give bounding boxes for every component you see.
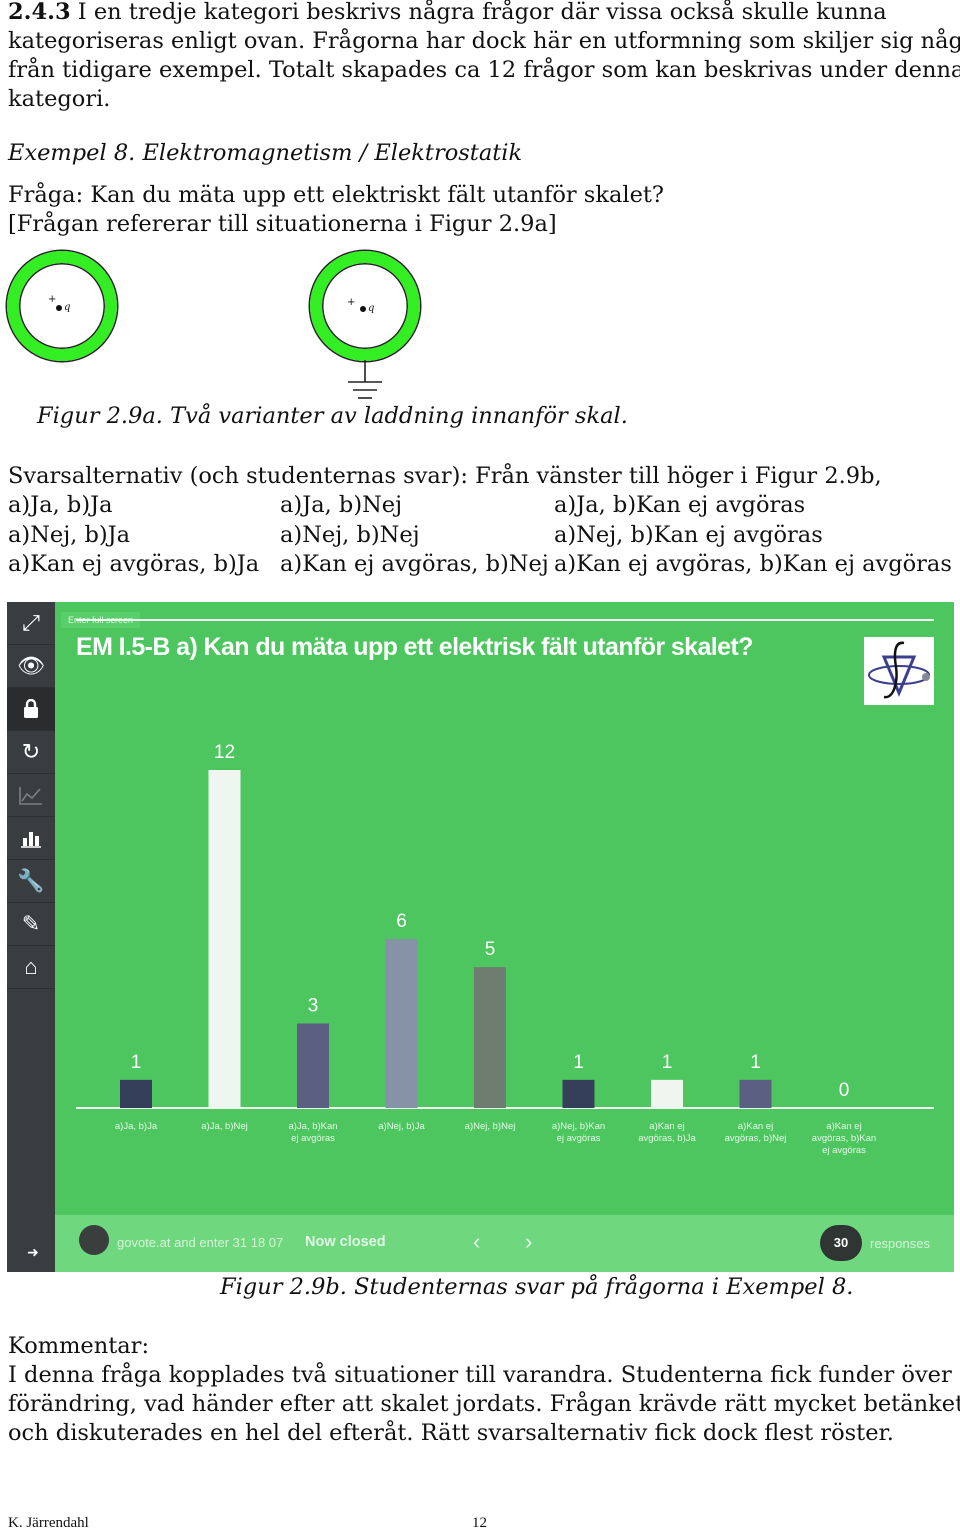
category-label: a)Ja, b)Kan <box>288 1121 337 1132</box>
answer-option: a)Ja, b)Kan ej avgöras <box>554 492 806 518</box>
category-label: a)Nej, b)Kan <box>552 1121 605 1132</box>
lock-icon[interactable] <box>7 688 55 731</box>
refresh-icon[interactable]: ↻ <box>7 731 55 774</box>
category-label: avgöras, b)Kan <box>812 1133 876 1144</box>
bar-value-label: 1 <box>573 1052 584 1073</box>
charge-dot-left <box>56 305 62 311</box>
intro-line-4: kategori. <box>8 86 111 112</box>
comment-heading: Kommentar: <box>8 1333 150 1359</box>
poll-screenshot: ⤢ 👁 ↻ 🔧 ✎ ⌂ ➜ Enter full screen EM I.5-B… <box>7 602 954 1272</box>
figure-a-caption: Figur 2.9a. Två varianter av laddning in… <box>37 403 628 429</box>
figure-b-caption: Figur 2.9b. Studenternas svar på frågorn… <box>220 1274 854 1300</box>
bar-value-label: 3 <box>308 996 319 1017</box>
bar-5 <box>562 1079 595 1108</box>
prev-chevron-icon[interactable]: ‹ <box>473 1229 481 1254</box>
poll-status: Now closed <box>305 1234 386 1250</box>
responses-count: 30 <box>820 1225 862 1261</box>
bar-6 <box>651 1079 683 1108</box>
poll-footer: govote.at and enter 31 18 07 Now closed … <box>55 1215 954 1272</box>
category-label: a)Nej, b)Ja <box>378 1121 425 1132</box>
category-label: avgöras, b)Ja <box>638 1133 696 1144</box>
charge-dot-right <box>360 306 366 312</box>
page-number: 12 <box>472 1515 487 1531</box>
bar-1 <box>208 770 241 1108</box>
category-label: ej avgöras <box>557 1133 601 1144</box>
answer-option: a)Kan ej avgöras, b)Ja <box>8 551 260 577</box>
bar-value-label: 0 <box>839 1080 850 1101</box>
poll-title: EM I.5-B a) Kan du mäta upp ett elektris… <box>76 633 753 661</box>
comment-line-3: och diskuterades en hel del efteråt. Rät… <box>8 1420 894 1446</box>
poll-sidebar: ⤢ 👁 ↻ 🔧 ✎ ⌂ <box>7 602 55 1272</box>
bar-value-label: 1 <box>131 1052 142 1073</box>
shell-left <box>7 251 117 361</box>
wrench-icon[interactable]: 🔧 <box>7 860 55 903</box>
ground-icon <box>348 360 382 399</box>
category-label: avgöras, b)Nej <box>725 1133 787 1144</box>
arrow-right-icon[interactable]: ➜ <box>27 1244 39 1260</box>
category-label: a)Kan ej <box>649 1121 684 1132</box>
category-label: a)Nej, b)Nej <box>465 1121 516 1132</box>
answer-option: a)Kan ej avgöras, b)Nej <box>280 551 549 577</box>
home-icon[interactable]: ⌂ <box>7 946 55 989</box>
category-label: ej avgöras <box>822 1145 866 1156</box>
category-label: a)Kan ej <box>826 1121 861 1132</box>
comment-line-2: förändring, vad händer efter att skalet … <box>8 1391 960 1417</box>
vote-code: govote.at and enter 31 18 07 <box>117 1235 284 1250</box>
answer-option: a)Kan ej avgöras, b)Kan ej avgöras <box>554 551 952 577</box>
answer-option: a)Nej, b)Nej <box>280 522 420 548</box>
bar-4 <box>474 967 506 1108</box>
answer-option: a)Nej, b)Kan ej avgöras <box>554 522 823 548</box>
progress-line <box>76 619 934 621</box>
responses-label: responses <box>870 1236 930 1251</box>
category-label: a)Ja, b)Ja <box>115 1121 158 1132</box>
question-line-1: Fråga: Kan du mäta upp ett elektriskt fä… <box>8 182 664 208</box>
charge-sign-left: + <box>48 294 57 305</box>
answers-intro: Svarsalternativ (och studenternas svar):… <box>8 463 882 489</box>
bar-0 <box>120 1079 152 1108</box>
next-chevron-icon[interactable]: › <box>525 1229 533 1254</box>
bar-chart-icon[interactable] <box>7 817 55 860</box>
bar-2 <box>297 1023 329 1108</box>
category-label: a)Kan ej <box>738 1121 773 1132</box>
answer-option: a)Ja, b)Nej <box>280 492 403 518</box>
eye-icon[interactable]: 👁 <box>7 645 55 688</box>
intro-line-3: från tidigare exempel. Totalt skapades c… <box>8 57 960 83</box>
intro-line-1-text: I en tredje kategori beskrivs några fråg… <box>70 0 887 25</box>
category-label: ej avgöras <box>291 1133 335 1144</box>
section-number: 2.4.3 <box>8 0 71 25</box>
page-author: K. Järrendahl <box>8 1515 89 1531</box>
bar-7 <box>739 1079 772 1108</box>
expand-icon[interactable]: ⤢ <box>7 602 55 645</box>
answer-option: a)Nej, b)Ja <box>8 522 131 548</box>
bar-3 <box>385 939 418 1108</box>
bar-value-label: 6 <box>396 911 407 932</box>
logo <box>864 637 934 705</box>
bar-value-label: 5 <box>485 939 496 960</box>
bar-value-label: 1 <box>662 1052 673 1073</box>
intro-line-1: 2.4.3 I en tredje kategori beskrivs någr… <box>8 0 887 28</box>
charge-label-left: q <box>64 302 71 313</box>
comment-line-1: I denna fråga kopplades två situationer … <box>8 1362 960 1388</box>
example-title: Exempel 8. Elektromagnetism / Elektrosta… <box>8 140 523 166</box>
line-chart-icon[interactable] <box>7 774 55 817</box>
edit-icon[interactable]: ✎ <box>7 903 55 946</box>
vote-icon <box>79 1225 109 1255</box>
bar-value-label: 12 <box>214 742 235 763</box>
answer-option: a)Ja, b)Ja <box>8 492 113 518</box>
charge-sign-right: + <box>347 297 356 308</box>
charge-label-right: q <box>368 303 375 314</box>
intro-line-2: kategoriseras enligt ovan. Frågorna har … <box>8 28 960 54</box>
category-label: a)Ja, b)Nej <box>201 1121 247 1132</box>
question-line-2: [Frågan refererar till situationerna i F… <box>8 211 557 237</box>
bar-value-label: 1 <box>750 1052 761 1073</box>
